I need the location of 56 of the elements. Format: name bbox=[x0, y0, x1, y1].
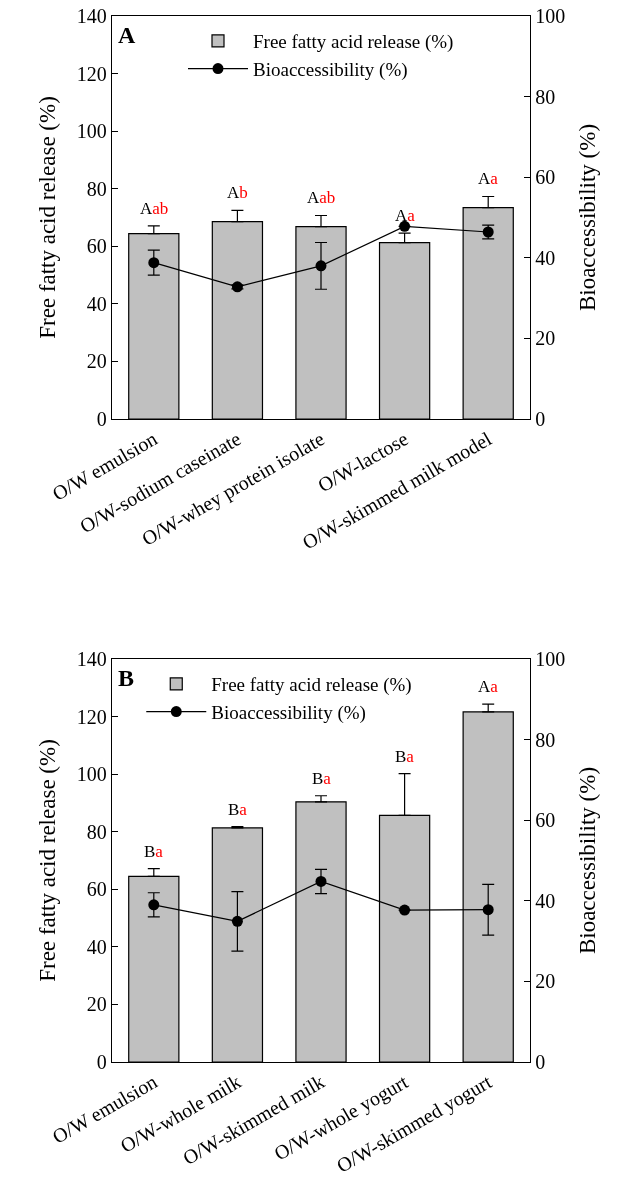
y-tick-label: 140 bbox=[76, 648, 107, 670]
y-tick-label: 60 bbox=[86, 878, 107, 901]
y2-tick-label: 20 bbox=[535, 327, 556, 350]
y2-tick-label: 0 bbox=[535, 1051, 546, 1073]
y-axis-title: Free fatty acid release (%) bbox=[35, 739, 61, 982]
data-label: Ba bbox=[144, 842, 164, 861]
y-tick-label: 140 bbox=[76, 5, 107, 27]
y-tick-label: 100 bbox=[76, 120, 107, 143]
legend-label: Free fatty acid release (%) bbox=[253, 31, 454, 54]
data-label: Aa bbox=[395, 206, 416, 225]
y2-tick-label: 100 bbox=[535, 5, 566, 27]
data-label: Ba bbox=[312, 769, 332, 788]
y-tick-label: 60 bbox=[86, 235, 107, 258]
y-tick-label: 120 bbox=[76, 705, 107, 728]
data-label: Aab bbox=[140, 199, 169, 218]
y-tick-label: 20 bbox=[86, 993, 107, 1016]
y2-tick-label: 40 bbox=[535, 889, 556, 912]
y2-axis-title: Bioaccessibility (%) bbox=[574, 123, 600, 312]
y-tick-label: 40 bbox=[86, 292, 107, 315]
point bbox=[399, 220, 411, 232]
annotation: B bbox=[118, 665, 135, 691]
y2-tick-label: 60 bbox=[535, 809, 556, 832]
y-tick-label: 0 bbox=[96, 1051, 107, 1073]
data-label: Aab bbox=[307, 188, 336, 207]
y2-tick-label: 60 bbox=[535, 166, 556, 189]
y-tick-label: 100 bbox=[76, 763, 107, 786]
point bbox=[315, 260, 327, 272]
data-label: Ba bbox=[395, 747, 415, 766]
y-tick-label: 80 bbox=[86, 820, 107, 843]
legend-label: Free fatty acid release (%) bbox=[211, 674, 412, 697]
y2-tick-label: 20 bbox=[535, 970, 556, 993]
y2-tick-label: 0 bbox=[535, 408, 546, 430]
y2-tick-label: 80 bbox=[535, 728, 556, 751]
y-axis-title: Free fatty acid release (%) bbox=[35, 96, 61, 339]
y2-tick-label: 40 bbox=[535, 246, 556, 269]
y2-tick-label: 80 bbox=[535, 85, 556, 108]
legend-label: Bioaccessibility (%) bbox=[211, 702, 366, 725]
data-label: Aa bbox=[478, 677, 499, 696]
data-label: Aa bbox=[478, 169, 499, 188]
y-tick-label: 120 bbox=[76, 62, 107, 85]
point bbox=[231, 915, 243, 927]
y-tick-label: 80 bbox=[86, 177, 107, 200]
data-label: Ba bbox=[228, 800, 248, 819]
y-tick-label: 20 bbox=[86, 350, 107, 373]
annotation: A bbox=[118, 22, 136, 48]
point bbox=[315, 875, 327, 887]
y-tick-label: 0 bbox=[96, 408, 107, 430]
y2-tick-label: 100 bbox=[535, 648, 566, 670]
point bbox=[482, 904, 494, 916]
point bbox=[399, 904, 411, 916]
y-tick-label: 40 bbox=[86, 935, 107, 958]
y2-axis-title: Bioaccessibility (%) bbox=[574, 766, 600, 955]
legend-label: Bioaccessibility (%) bbox=[253, 59, 408, 81]
data-label: Ab bbox=[227, 183, 248, 202]
point bbox=[148, 257, 160, 269]
point bbox=[148, 899, 160, 911]
